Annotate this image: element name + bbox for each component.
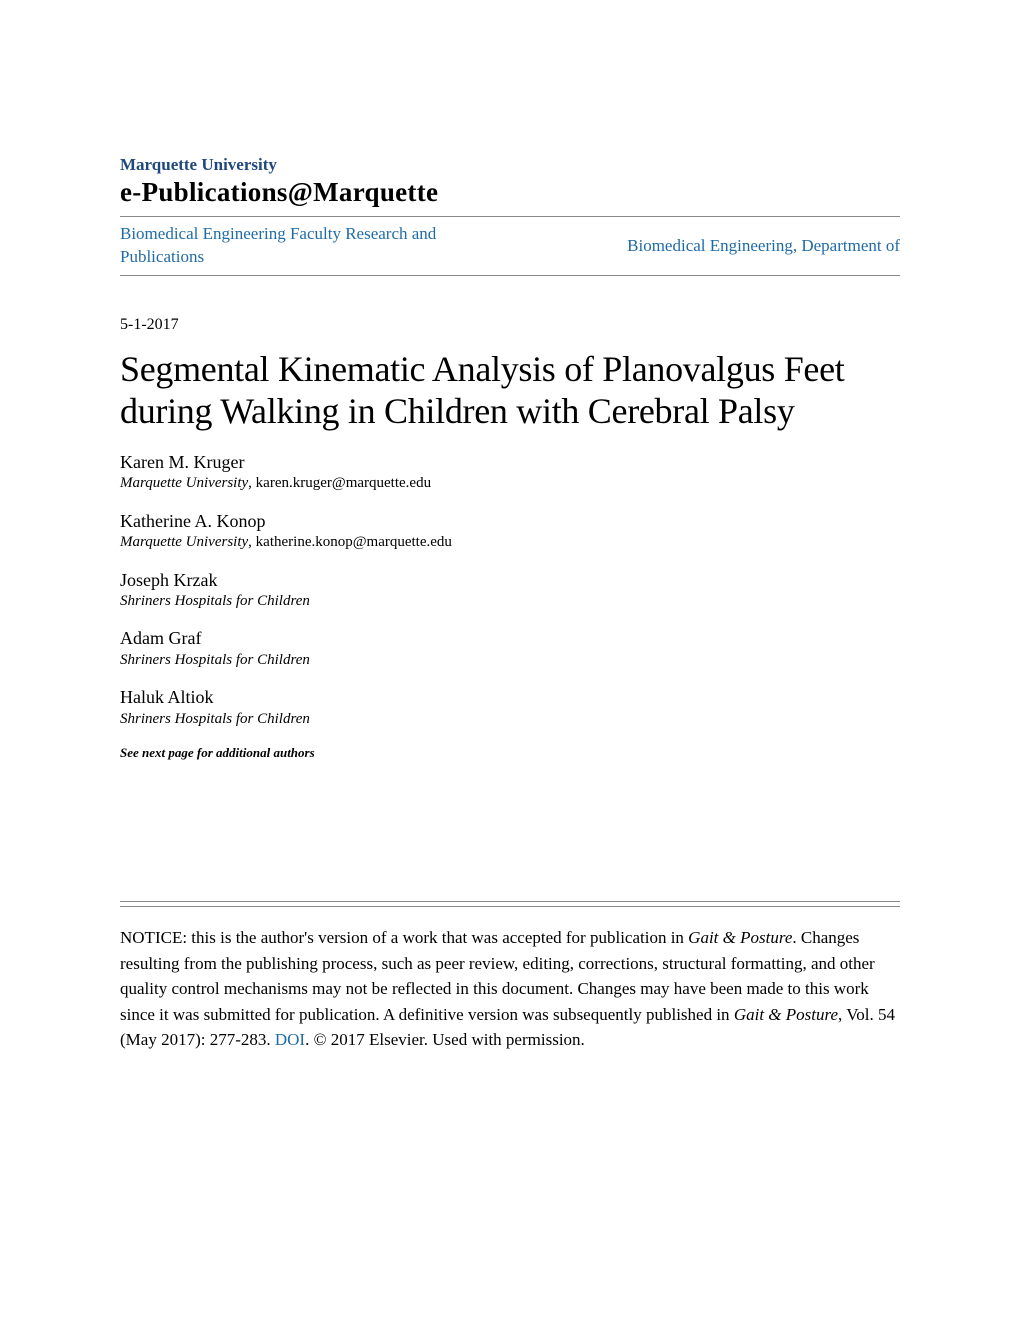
- notice-divider-line: [120, 906, 900, 907]
- notice-divider-top: [120, 901, 900, 902]
- paper-title: Segmental Kinematic Analysis of Planoval…: [120, 348, 900, 433]
- institution-name[interactable]: Marquette University: [120, 155, 900, 175]
- see-next-page-note: See next page for additional authors: [120, 745, 900, 761]
- author-affiliation: Shriners Hospitals for Children: [120, 651, 900, 671]
- author-block: Joseph Krzak Shriners Hospitals for Chil…: [120, 569, 900, 612]
- author-name: Haluk Altiok: [120, 686, 900, 709]
- notice-journal: Gait & Posture: [688, 928, 792, 947]
- author-name: Joseph Krzak: [120, 569, 900, 592]
- author-email: , karen.kruger@marquette.edu: [248, 475, 431, 491]
- author-block: Karen M. Kruger Marquette University, ka…: [120, 451, 900, 494]
- author-name: Adam Graf: [120, 627, 900, 650]
- author-block: Adam Graf Shriners Hospitals for Childre…: [120, 627, 900, 670]
- author-block: Haluk Altiok Shriners Hospitals for Chil…: [120, 686, 900, 729]
- author-affiliation: Marquette University, katherine.konop@ma…: [120, 533, 900, 553]
- author-affiliation: Marquette University, karen.kruger@marqu…: [120, 474, 900, 494]
- header-divider-bottom: [120, 275, 900, 276]
- doi-link[interactable]: DOI: [275, 1030, 305, 1049]
- notice-journal: Gait & Posture: [734, 1005, 838, 1024]
- author-email: , katherine.konop@marquette.edu: [248, 534, 452, 550]
- authors-list: Karen M. Kruger Marquette University, ka…: [120, 451, 900, 729]
- author-affiliation: Shriners Hospitals for Children: [120, 592, 900, 612]
- notice-prefix: NOTICE: this is the author's version of …: [120, 928, 688, 947]
- publication-date: 5-1-2017: [120, 316, 900, 334]
- author-affiliation: Shriners Hospitals for Children: [120, 710, 900, 730]
- notice-paragraph: NOTICE: this is the author's version of …: [120, 925, 900, 1053]
- author-block: Katherine A. Konop Marquette University,…: [120, 510, 900, 553]
- page-header: Marquette University e-Publications@Marq…: [120, 155, 900, 276]
- header-links-row: Biomedical Engineering Faculty Research …: [120, 223, 900, 269]
- author-name: Karen M. Kruger: [120, 451, 900, 474]
- notice-suffix: . © 2017 Elsevier. Used with permission.: [305, 1030, 585, 1049]
- department-link[interactable]: Biomedical Engineering, Department of: [627, 236, 900, 256]
- header-divider-top: [120, 216, 900, 217]
- author-name: Katherine A. Konop: [120, 510, 900, 533]
- faculty-research-link[interactable]: Biomedical Engineering Faculty Research …: [120, 223, 500, 269]
- publication-name[interactable]: e-Publications@Marquette: [120, 177, 900, 208]
